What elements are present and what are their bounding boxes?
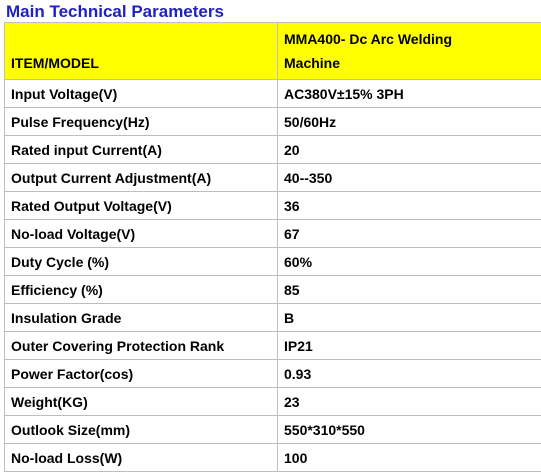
param-name: Rated input Current(A) bbox=[5, 136, 278, 164]
param-value: 60% bbox=[278, 248, 541, 276]
param-name: Power Factor(cos) bbox=[5, 360, 278, 388]
param-value: 36 bbox=[278, 192, 541, 220]
param-value: 550*310*550 bbox=[278, 416, 541, 444]
param-value: 85 bbox=[278, 276, 541, 304]
table-row: Weight(KG)23 bbox=[5, 388, 541, 416]
header-model-line-1: MMA400- Dc Arc Welding bbox=[284, 27, 541, 51]
page-title: Main Technical Parameters bbox=[6, 1, 224, 23]
param-name: Efficiency (%) bbox=[5, 276, 278, 304]
param-name: Input Voltage(V) bbox=[5, 80, 278, 108]
table-row: No-load Voltage(V)67 bbox=[5, 220, 541, 248]
param-name: Outlook Size(mm) bbox=[5, 416, 278, 444]
param-name: Rated Output Voltage(V) bbox=[5, 192, 278, 220]
param-name: No-load Voltage(V) bbox=[5, 220, 278, 248]
param-value: 50/60Hz bbox=[278, 108, 541, 136]
param-name: Weight(KG) bbox=[5, 388, 278, 416]
param-name: Outer Covering Protection Rank bbox=[5, 332, 278, 360]
table-row: Outlook Size(mm)550*310*550 bbox=[5, 416, 541, 444]
param-name: Insulation Grade bbox=[5, 304, 278, 332]
param-name: Output Current Adjustment(A) bbox=[5, 164, 278, 192]
param-name: No-load Loss(W) bbox=[5, 444, 278, 472]
param-value: 67 bbox=[278, 220, 541, 248]
header-model-line-2: Machine bbox=[284, 51, 541, 75]
header-item-model: ITEM/MODEL bbox=[5, 23, 278, 80]
param-name: Pulse Frequency(Hz) bbox=[5, 108, 278, 136]
param-value: 40--350 bbox=[278, 164, 541, 192]
param-value: 0.93 bbox=[278, 360, 541, 388]
table-row: Efficiency (%)85 bbox=[5, 276, 541, 304]
table-row: Rated Output Voltage(V)36 bbox=[5, 192, 541, 220]
param-value: 23 bbox=[278, 388, 541, 416]
param-value: IP21 bbox=[278, 332, 541, 360]
param-value: 20 bbox=[278, 136, 541, 164]
table-row: No-load Loss(W)100 bbox=[5, 444, 541, 472]
table-row: Input Voltage(V)AC380V±15% 3PH bbox=[5, 80, 541, 108]
table-row: Duty Cycle (%)60% bbox=[5, 248, 541, 276]
table-row: Pulse Frequency(Hz)50/60Hz bbox=[5, 108, 541, 136]
param-value: B bbox=[278, 304, 541, 332]
table-row: Output Current Adjustment(A)40--350 bbox=[5, 164, 541, 192]
param-value: 100 bbox=[278, 444, 541, 472]
table-row: Power Factor(cos)0.93 bbox=[5, 360, 541, 388]
param-name: Duty Cycle (%) bbox=[5, 248, 278, 276]
table-row: Rated input Current(A)20 bbox=[5, 136, 541, 164]
param-value: AC380V±15% 3PH bbox=[278, 80, 541, 108]
header-item-label: ITEM/MODEL bbox=[11, 55, 99, 71]
